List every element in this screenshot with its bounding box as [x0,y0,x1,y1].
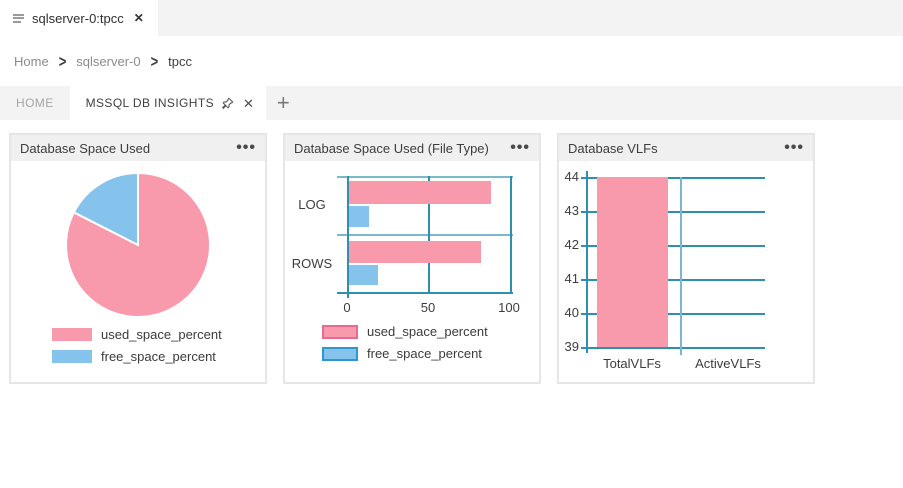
bar-totalvlfs [597,177,668,347]
y-tick: 39 [564,339,579,354]
legend-item-free: free_space_percent [322,346,488,361]
hbar-chart: LOG ROWS 0 50 100 used_space_percent fre… [285,161,539,382]
bar-rows-used [349,241,481,263]
tab-label: MSSQL DB INSIGHTS [85,96,214,110]
legend-item-used: used_space_percent [52,327,222,342]
legend-swatch-free [322,346,358,361]
breadcrumb: Home > sqlserver-0 > tpcc [0,36,903,86]
bar-log-free [349,206,369,227]
category-label-activevlfs: ActiveVLFs [695,356,761,371]
y-tick: 40 [564,305,579,320]
breadcrumb-database[interactable]: tpcc [168,53,193,69]
gridline-39 [581,347,765,349]
new-tab-button[interactable]: + [276,90,290,115]
gridline-0 [347,176,349,298]
widget-title: Database Space Used [20,140,151,156]
legend-label: free_space_percent [101,349,216,364]
more-options-icon[interactable]: ••• [510,139,530,157]
chevron-right-icon: > [150,51,159,71]
widget-header: Database Space Used ••• [11,135,265,161]
breadcrumb-server[interactable]: sqlserver-0 [76,53,141,69]
category-label-totalvlfs: TotalVLFs [603,356,661,371]
gridline-50 [428,176,430,292]
legend: used_space_percent free_space_percent [322,324,488,361]
widget-header: Database VLFs ••• [559,135,813,161]
dashboard-tab-bar: HOME MSSQL DB INSIGHTS ✕ + [0,86,903,120]
editor-tab-sqlserver-0-tpcc[interactable]: sqlserver-0:tpcc ✕ [0,0,158,36]
x-tick-50: 50 [420,300,436,315]
x-axis-line [337,292,513,294]
legend-swatch-used [322,324,358,339]
gridline [337,176,513,178]
legend-item-used: used_space_percent [322,324,488,339]
tab-home[interactable]: HOME [16,96,54,110]
legend-item-free: free_space_percent [52,349,222,364]
legend-label: used_space_percent [101,327,222,342]
widget-title: Database Space Used (File Type) [294,140,489,156]
category-divider-line [680,177,682,355]
legend-swatch-free [52,350,92,363]
x-tick-100: 100 [498,300,520,315]
editor-tab-bar: sqlserver-0:tpcc ✕ [0,0,903,36]
gridline-40 [581,313,765,315]
close-icon[interactable]: ✕ [133,11,144,25]
gridline-44 [581,177,765,179]
widget-header: Database Space Used (File Type) ••• [285,135,539,161]
gridline-43 [581,211,765,213]
pie-svg [65,171,211,318]
category-label-log: LOG [298,197,326,212]
y-tick: 43 [564,203,579,218]
pie-slice-free [72,171,139,247]
gridline [337,234,513,236]
legend-swatch-used [52,328,92,341]
gridline-100 [510,176,512,292]
widget-title: Database VLFs [568,140,658,156]
y-tick: 41 [564,271,579,286]
tab-mssql-db-insights[interactable]: MSSQL DB INSIGHTS ✕ [69,86,267,120]
category-label-rows: ROWS [291,256,333,271]
y-axis-line [586,171,588,353]
editor-tab-label: sqlserver-0:tpcc [32,10,124,26]
widget-database-vlfs: Database VLFs ••• 44 43 42 41 40 39 [557,133,815,384]
y-tick: 44 [564,169,579,184]
more-options-icon[interactable]: ••• [236,139,256,157]
bar-rows-free [349,265,378,285]
y-tick: 42 [564,237,579,252]
list-icon [13,12,24,24]
x-tick-0: 0 [343,300,351,315]
widget-database-space-used-file-type: Database Space Used (File Type) ••• LOG [283,133,541,384]
gridline-41 [581,279,765,281]
vbar-chart: 44 43 42 41 40 39 TotalVLFs [559,161,813,382]
gridline-42 [581,245,765,247]
breadcrumb-home[interactable]: Home [14,53,49,69]
dashboard: Database Space Used ••• used_space_perce… [0,120,903,384]
legend: used_space_percent free_space_percent [52,327,222,364]
legend-label: free_space_percent [367,346,482,361]
chevron-right-icon: > [58,51,67,71]
legend-label: used_space_percent [367,324,488,339]
widget-database-space-used: Database Space Used ••• used_space_perce… [9,133,267,384]
pie-chart: used_space_percent free_space_percent [11,161,265,382]
bar-log-used [349,181,491,204]
pin-icon[interactable] [221,97,234,110]
close-icon[interactable]: ✕ [243,95,255,111]
more-options-icon[interactable]: ••• [784,139,804,157]
